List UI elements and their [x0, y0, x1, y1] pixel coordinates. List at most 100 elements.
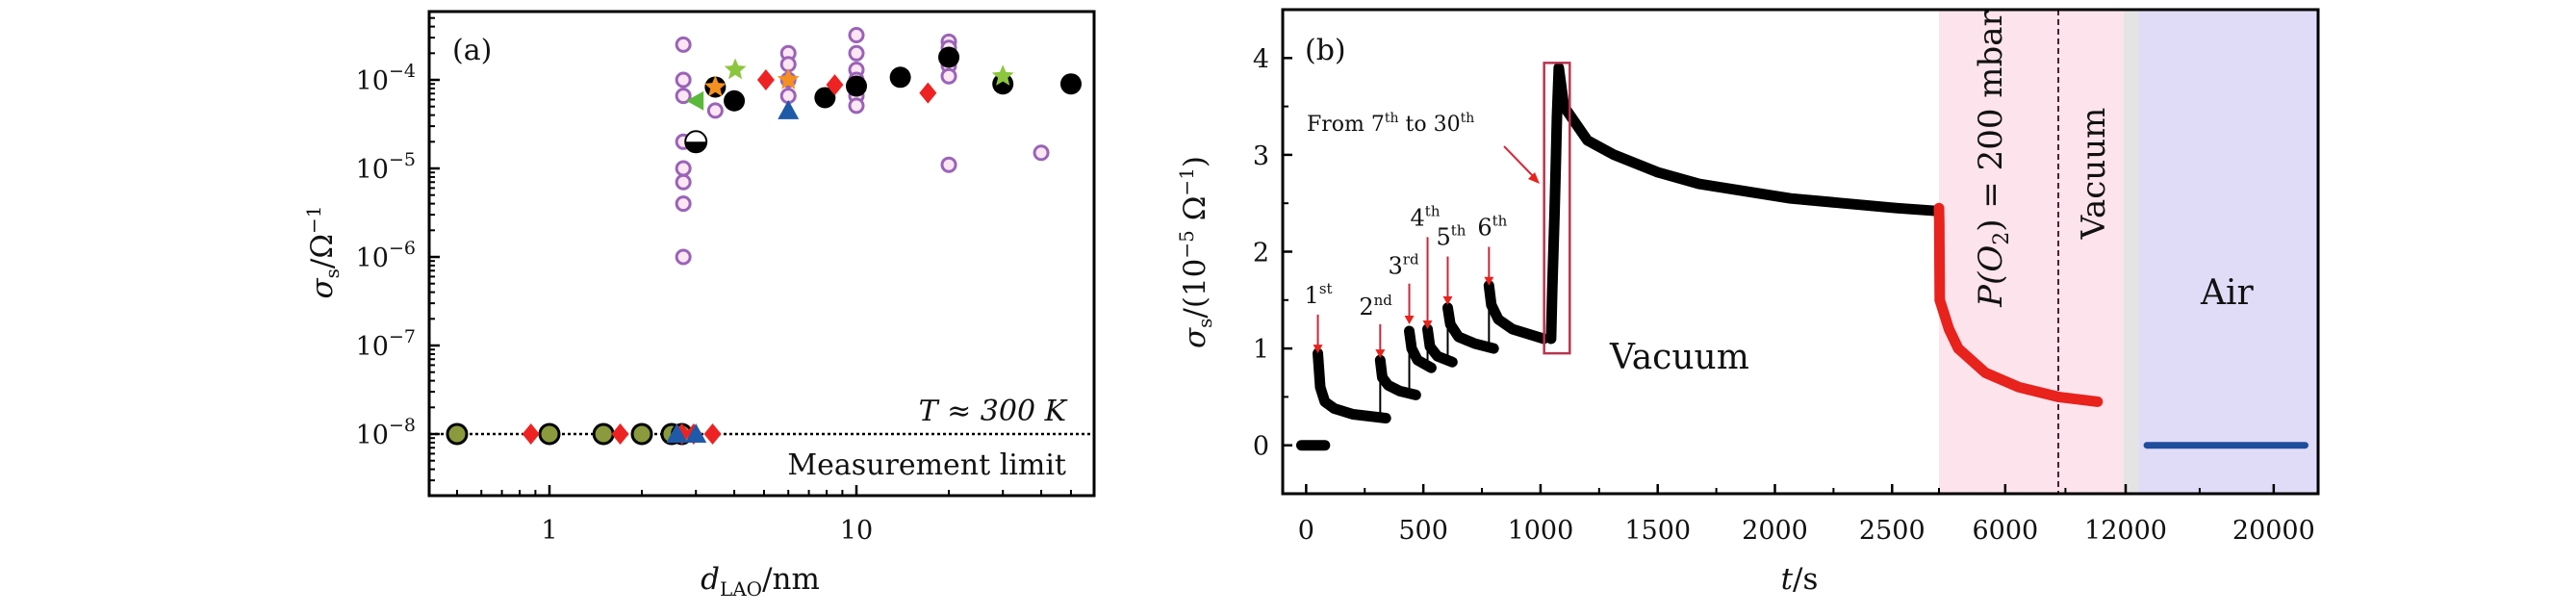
pulse-label-suffix: th	[1451, 222, 1467, 240]
filled-circle-point	[889, 66, 911, 89]
panel-a: 10−410−510−610−710−81 10 (a) T ≈ 300 K Me…	[302, 10, 1096, 601]
shaded-region	[2138, 10, 2318, 494]
panel-b-x-axis-label: t/s	[1781, 562, 1819, 597]
y-tick-label: 1	[1253, 335, 1269, 365]
y-tick-label: 10−4	[356, 61, 416, 96]
open-circle-point	[675, 160, 692, 177]
b-ylabel-sub: s	[1193, 319, 1216, 328]
y-tick-label: 10−8	[356, 415, 416, 450]
range-highlight-box	[1543, 62, 1571, 355]
ylabel-sub: s	[320, 269, 344, 278]
open-circle-point	[675, 248, 692, 266]
star-point	[777, 68, 800, 90]
y-tick-base: 10	[356, 332, 389, 362]
open-circle-point	[848, 97, 865, 115]
pulse-label: 6th	[1477, 212, 1507, 241]
x-tick-label: 0	[1298, 516, 1314, 546]
x-tick-label: 2000	[1742, 516, 1808, 546]
open-circle-point	[940, 67, 957, 85]
pulse-label-suffix: nd	[1374, 292, 1393, 309]
filled-circle-point	[846, 75, 867, 97]
pulse-label-number: 4	[1411, 204, 1425, 231]
open-circle-point	[940, 156, 957, 173]
y-tick-label: 10−6	[356, 238, 416, 273]
b-ylabel-sup2: −1	[1175, 167, 1198, 195]
range-annotation: From 7th to 30th	[1307, 111, 1474, 137]
b-ylabel-rest2: Ω	[1178, 196, 1212, 231]
b-xlabel-main: t	[1781, 562, 1794, 597]
open-circle-point	[675, 88, 692, 105]
ylabel-rest: /Ω	[305, 234, 340, 269]
filled-circle-point	[992, 73, 1014, 95]
triangle-up-point	[666, 423, 688, 443]
y-tick-exponent: −8	[389, 415, 416, 436]
limit-circle-point	[538, 422, 561, 446]
x-tick-label: 500	[1398, 516, 1448, 546]
pulse-label-suffix: rd	[1403, 251, 1419, 269]
panel-b-regions	[1939, 10, 2318, 494]
y-tick-base: 10	[356, 66, 389, 96]
panel-b-marks	[1296, 62, 2308, 451]
b-ylabel-sup: −5	[1175, 230, 1198, 258]
triangle-up-point	[685, 423, 707, 443]
y-tick-exponent: −7	[389, 326, 416, 347]
pulse-arrow-head	[1404, 315, 1415, 324]
ylabel-main: σ	[305, 278, 340, 299]
o2-suffix: ) = 200 mbar	[1972, 10, 2010, 231]
y-tick-label: 4	[1253, 44, 1269, 74]
b-ylabel-main: σ	[1178, 327, 1212, 348]
pulse-arrow-head	[1313, 345, 1323, 354]
filled-circle-point	[724, 90, 746, 112]
limit-circle-point	[446, 422, 469, 446]
diamond-point	[611, 423, 629, 445]
range-text-2: to 30	[1399, 113, 1461, 137]
x-tick-label: 1500	[1624, 516, 1691, 546]
panel-a-label: (a)	[452, 34, 492, 67]
x-tick-label: 1	[541, 516, 557, 546]
pulse-label: 5th	[1436, 222, 1466, 251]
x-tick-label: 2500	[1859, 516, 1926, 546]
filled-circle-point	[938, 46, 960, 68]
y-tick-base: 10	[356, 243, 389, 273]
temperature-annotation: T ≈ 300 K	[919, 395, 1068, 428]
panel-a-x-axis-label: dLAO/nm	[701, 562, 820, 601]
y-tick-label: 3	[1253, 141, 1269, 171]
x-tick-label: 6000	[1972, 516, 2038, 546]
limit-circle-point	[630, 422, 653, 446]
panel-a-y-axis-label: σs/Ω−1	[302, 205, 344, 298]
filled-circle-point	[814, 87, 836, 109]
y-tick-label: 2	[1253, 239, 1269, 269]
diamond-point	[756, 69, 775, 90]
pulse-arrow-head	[1484, 276, 1494, 286]
o2-prefix: P(O	[1972, 245, 2010, 308]
data-series-line	[1313, 347, 1391, 423]
panel-b-y-axis-label: σs/(10−5 Ω−1)	[1175, 156, 1216, 348]
diamond-point	[919, 82, 937, 104]
ylabel-sup: −1	[302, 205, 325, 233]
pulse-arrow-head	[1375, 349, 1386, 359]
pulse-label-suffix: st	[1319, 280, 1333, 297]
range-arrow-line	[1503, 145, 1537, 180]
xlabel-main: d	[701, 562, 720, 597]
y-tick-exponent: −4	[389, 61, 416, 82]
b-ylabel-rest: /(10	[1178, 259, 1212, 319]
open-circle-point	[1033, 144, 1050, 162]
half-circle-fill	[685, 141, 707, 153]
open-circle-point	[675, 36, 692, 53]
open-circle-point	[675, 173, 692, 191]
star-point	[991, 64, 1014, 86]
xlabel-sub: LAO	[720, 577, 762, 601]
x-tick-label: 20000	[2232, 516, 2315, 546]
vacuum-region-label: Vacuum	[2075, 108, 2113, 241]
triangle-up-point	[778, 99, 800, 119]
pulse-arrow-head	[1422, 320, 1433, 329]
shaded-region	[1939, 10, 2124, 494]
filled-circle-point	[1059, 73, 1082, 95]
data-series-line	[1404, 325, 1437, 373]
range-sup-1: th	[1385, 111, 1399, 126]
pulse-label-suffix: th	[1492, 212, 1508, 229]
data-series-line	[1483, 280, 1549, 345]
x-tick-label: 1000	[1508, 516, 1574, 546]
